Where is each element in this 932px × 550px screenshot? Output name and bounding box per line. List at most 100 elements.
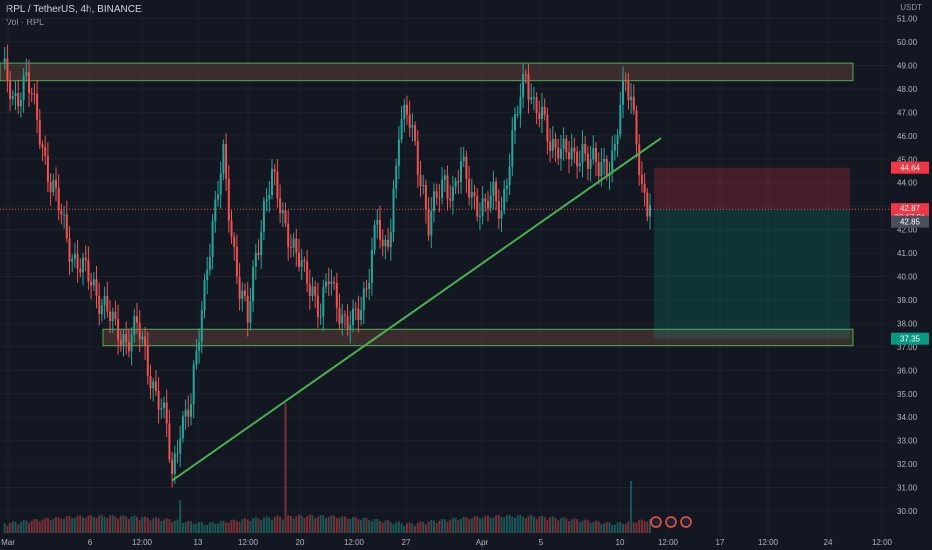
volume-bar <box>632 522 635 533</box>
candle-body <box>646 192 649 217</box>
candle-body <box>649 205 651 217</box>
candle-body <box>538 113 541 119</box>
volume-bar <box>265 516 268 533</box>
volume-bar <box>211 522 214 533</box>
candle-body <box>98 295 101 314</box>
volume-bar <box>335 518 338 533</box>
volume-bar <box>487 515 489 533</box>
candle-body <box>370 249 373 283</box>
volume-bar <box>295 516 298 533</box>
candle-body <box>252 266 255 302</box>
candle-body <box>292 238 295 248</box>
event-icon[interactable] <box>650 516 662 528</box>
volume-bar <box>273 516 276 533</box>
volume-bar <box>57 517 60 533</box>
volume-bar <box>370 521 373 533</box>
candle-body <box>343 314 346 316</box>
event-icon[interactable] <box>680 516 692 528</box>
volume-bar <box>530 515 533 533</box>
candle-body <box>14 93 17 97</box>
candle-body <box>141 336 144 340</box>
volume-bar <box>443 519 446 533</box>
candle-body <box>389 232 392 248</box>
take-profit-zone[interactable] <box>654 209 850 339</box>
volume-bar <box>198 522 201 533</box>
candle-body <box>249 301 252 323</box>
candle-body <box>487 201 489 209</box>
candle-body <box>346 315 349 330</box>
candle-body <box>65 214 68 239</box>
volume-bar <box>495 515 498 533</box>
candle-body <box>624 79 627 82</box>
volume-bar <box>65 516 68 533</box>
candle-body <box>217 194 219 200</box>
volume-bar <box>325 517 327 533</box>
candle-body <box>276 171 279 199</box>
volume-bar <box>44 517 47 533</box>
candle-body <box>578 163 581 167</box>
candle-body <box>225 143 228 179</box>
volume-bar <box>90 515 93 533</box>
candle-body <box>443 175 446 180</box>
volume-bar <box>360 519 363 533</box>
volume-bar <box>138 519 141 533</box>
candle-body <box>63 214 66 216</box>
candle-body <box>640 175 643 184</box>
candle-body <box>551 139 554 151</box>
price-tick-label: 32.00 <box>897 460 918 469</box>
volume-bar <box>279 516 282 533</box>
support-zone[interactable] <box>102 328 854 347</box>
volume-indicator-label[interactable]: Vol · RPL <box>6 17 45 27</box>
volume-bar <box>316 516 319 533</box>
volume-bar <box>190 521 192 533</box>
volume-bar <box>451 517 454 533</box>
candle-body <box>411 125 414 128</box>
candle-body <box>241 290 244 299</box>
price-tick-label: 30.00 <box>897 507 918 516</box>
candle-body <box>49 182 52 193</box>
trendline[interactable] <box>171 137 662 482</box>
volume-bar <box>543 517 546 533</box>
candle-body <box>613 143 616 151</box>
stop-loss-zone[interactable] <box>654 167 850 210</box>
candle-body <box>181 416 184 439</box>
candle-body <box>55 180 57 188</box>
resistance-zone[interactable] <box>0 62 854 82</box>
candle-body <box>357 308 360 321</box>
volume-bar <box>643 520 646 533</box>
price-tick-label: 44.00 <box>897 179 918 188</box>
time-tick-label: Mar <box>1 538 15 547</box>
time-tick-label: 12:00 <box>132 538 153 547</box>
volume-bar <box>449 519 452 533</box>
volume-bar <box>103 516 106 533</box>
candle-body <box>103 295 106 306</box>
candle-body <box>408 114 411 128</box>
volume-bar <box>127 519 130 533</box>
candle-body <box>238 276 241 299</box>
volume-bar <box>208 522 211 533</box>
candle-body <box>146 345 149 377</box>
candle-body <box>341 314 344 324</box>
candle-body <box>222 143 225 174</box>
grid-lines <box>0 0 890 535</box>
candle-body <box>165 402 168 424</box>
volume-bar <box>365 517 368 533</box>
volume-bar <box>252 518 255 533</box>
volume-bar <box>268 517 271 533</box>
candle-body <box>163 402 165 409</box>
candle-body <box>190 404 192 417</box>
volume-bar <box>119 515 122 533</box>
volume-bar <box>319 515 322 533</box>
candle-body <box>281 210 284 214</box>
candle-body <box>522 74 525 98</box>
volume-bar <box>141 517 144 533</box>
volume-bar <box>573 518 576 533</box>
volume-bar <box>244 518 246 533</box>
candle-body <box>109 311 111 321</box>
volume-bar <box>322 515 325 533</box>
candle-body <box>419 174 422 186</box>
candle-body <box>622 79 624 105</box>
event-icon[interactable] <box>665 516 677 528</box>
volume-bar <box>19 521 22 533</box>
